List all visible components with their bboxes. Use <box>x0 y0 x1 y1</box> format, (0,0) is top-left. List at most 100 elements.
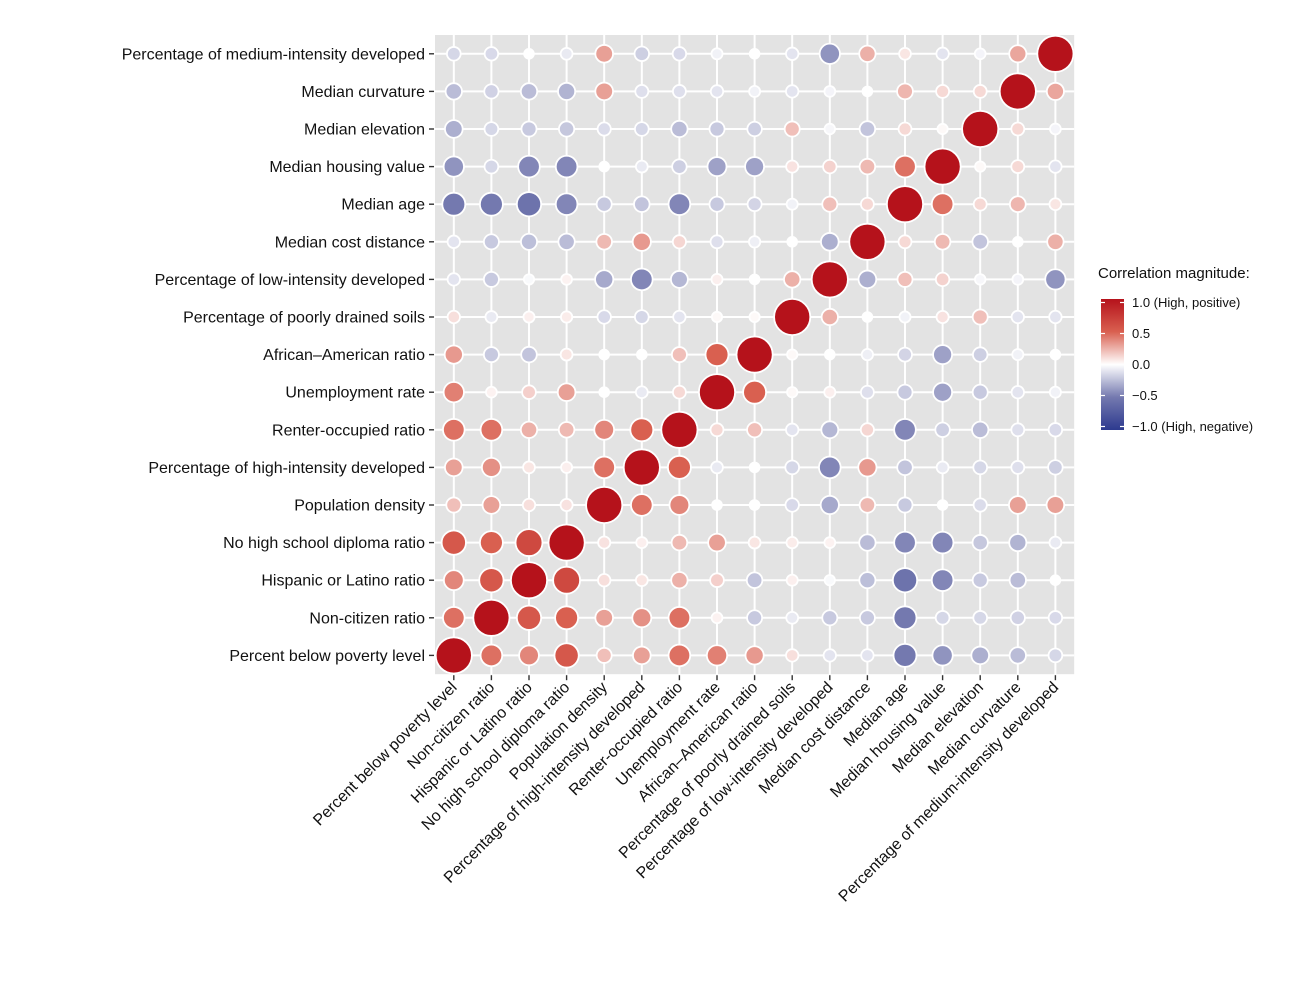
correlation-dot <box>556 382 577 402</box>
correlation-dot <box>522 460 536 475</box>
correlation-dot <box>858 120 877 138</box>
correlation-dot <box>773 297 812 336</box>
correlation-dot <box>785 159 800 174</box>
correlation-dot <box>961 110 1000 149</box>
correlation-dot <box>748 499 761 511</box>
correlation-dot <box>434 636 473 675</box>
correlation-dot <box>973 47 987 61</box>
y-axis-label: Percent below poverty level <box>229 648 425 665</box>
correlation-dot <box>1008 44 1028 64</box>
correlation-dot <box>821 195 839 213</box>
correlation-dot <box>554 192 579 216</box>
correlation-dot <box>860 648 875 663</box>
correlation-dot <box>632 645 652 666</box>
correlation-dot <box>1047 459 1064 476</box>
correlation-dot <box>971 534 989 552</box>
correlation-dot <box>859 422 875 438</box>
correlation-dot <box>594 269 615 290</box>
correlation-dots <box>434 34 1075 675</box>
correlation-dot <box>785 536 799 550</box>
correlation-dot <box>519 82 539 101</box>
correlation-dot <box>671 158 688 175</box>
correlation-dot <box>667 606 692 630</box>
correlation-dot <box>935 310 950 324</box>
correlation-dot <box>559 46 574 61</box>
correlation-dot <box>936 122 949 136</box>
correlation-dot <box>1011 348 1025 362</box>
correlation-dot <box>514 528 544 557</box>
correlation-dot <box>479 418 504 442</box>
legend-tick-label: −1.0 (High, negative) <box>1132 419 1253 434</box>
correlation-dot <box>552 565 581 595</box>
correlation-dot <box>445 496 463 514</box>
correlation-dot <box>897 346 913 363</box>
correlation-dot <box>746 120 763 138</box>
correlation-dot <box>596 121 612 137</box>
correlation-dot <box>515 604 543 631</box>
correlation-dot <box>735 335 774 374</box>
correlation-dot <box>672 384 687 400</box>
correlation-dot <box>823 348 836 361</box>
correlation-dot <box>1045 81 1065 101</box>
correlation-dot <box>635 348 648 361</box>
correlation-dot <box>748 273 761 286</box>
correlation-dot <box>472 598 511 637</box>
correlation-dot <box>554 154 579 179</box>
correlation-dot <box>823 122 836 136</box>
correlation-dot <box>820 420 840 440</box>
correlation-dot <box>1045 495 1066 515</box>
correlation-dot <box>518 644 540 667</box>
correlation-dot <box>1010 121 1026 137</box>
correlation-dot <box>860 348 874 362</box>
correlation-dot <box>709 572 725 588</box>
correlation-dot <box>559 498 574 512</box>
correlation-dot <box>822 158 838 175</box>
correlation-dot <box>823 85 837 98</box>
correlation-dot <box>1049 122 1062 136</box>
correlation-dot <box>446 272 461 287</box>
correlation-dot <box>974 273 987 286</box>
correlation-dot <box>635 536 649 550</box>
correlation-dot <box>820 307 839 327</box>
correlation-dot <box>672 84 687 99</box>
correlation-dot <box>972 84 988 99</box>
y-axis-label: African–American ratio <box>263 347 425 364</box>
correlation-dot <box>848 222 887 261</box>
correlation-dot <box>784 459 800 476</box>
y-axis-label: Median cost distance <box>275 234 425 251</box>
correlation-dot <box>971 233 989 251</box>
correlation-dot <box>522 273 536 286</box>
correlation-dot <box>629 417 655 443</box>
correlation-dot <box>932 381 954 403</box>
correlation-dot <box>483 46 500 62</box>
correlation-dot <box>748 84 762 98</box>
correlation-dot <box>810 260 849 299</box>
y-axis-label: Median age <box>341 197 425 214</box>
legend-tick-label: 0.0 <box>1132 357 1150 372</box>
correlation-dot <box>707 532 727 553</box>
correlation-dot <box>560 310 574 324</box>
correlation-dot <box>595 233 613 251</box>
correlation-dot <box>745 571 764 589</box>
correlation-dot <box>785 648 800 663</box>
correlation-dot <box>819 494 840 516</box>
correlation-dot <box>930 568 955 592</box>
correlation-dot <box>585 485 624 524</box>
correlation-dot <box>710 460 724 475</box>
correlation-dot <box>1008 495 1028 515</box>
correlation-dot <box>482 233 500 251</box>
correlation-dot <box>935 46 950 61</box>
correlation-dot <box>858 157 877 176</box>
correlation-dot <box>857 269 878 290</box>
correlation-dot <box>893 530 917 555</box>
correlation-dot <box>671 234 687 250</box>
correlation-dot <box>559 347 574 362</box>
correlation-dot <box>631 231 652 252</box>
correlation-dot <box>971 308 989 326</box>
correlation-dot <box>633 195 651 213</box>
correlation-dot <box>784 497 800 513</box>
correlation-dot <box>820 232 840 252</box>
correlation-dot <box>667 643 692 668</box>
